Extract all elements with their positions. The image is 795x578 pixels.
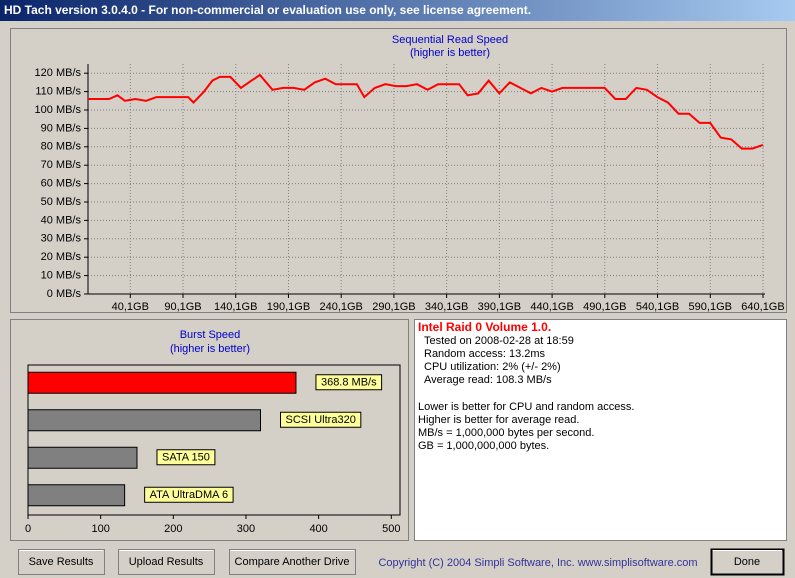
- x-tick-label: 240,1GB: [319, 301, 362, 313]
- info-line: CPU utilization: 2% (+/- 2%): [424, 361, 561, 373]
- y-tick-label: 70 MB/s: [41, 159, 82, 171]
- bar-label: ATA UltraDMA 6: [150, 489, 228, 501]
- y-tick-label: 120 MB/s: [35, 67, 82, 79]
- info-note: MB/s = 1,000,000 bytes per second.: [418, 427, 594, 439]
- info-panel: [414, 319, 787, 541]
- y-tick-label: 20 MB/s: [41, 251, 82, 263]
- bar-label: SCSI Ultra320: [286, 414, 356, 426]
- y-tick-label: 100 MB/s: [35, 104, 82, 116]
- y-tick-label: 80 MB/s: [41, 141, 82, 153]
- button[interactable]: [229, 549, 356, 575]
- info-note: Lower is better for CPU and random acces…: [418, 401, 634, 413]
- copyright: Copyright (C) 2004 Simpli Software, Inc.…: [378, 557, 697, 569]
- info-note: GB = 1,000,000,000 bytes.: [418, 440, 549, 452]
- y-tick-label: 30 MB/s: [41, 233, 82, 245]
- x-tick-label: 200: [164, 523, 182, 535]
- info-line: Average read: 108.3 MB/s: [424, 374, 552, 386]
- y-tick-label: 90 MB/s: [41, 122, 82, 134]
- x-tick-label: 440,1GB: [530, 301, 573, 313]
- window-title: HD Tach version 3.0.4.0 - For non-commer…: [4, 3, 531, 17]
- bar-label-box: [156, 449, 216, 466]
- panel: [10, 28, 787, 313]
- x-tick-label: 590,1GB: [689, 301, 732, 313]
- x-tick-label: 90,1GB: [164, 301, 201, 313]
- bar-label-box: [315, 374, 383, 391]
- x-tick-label: 490,1GB: [583, 301, 626, 313]
- x-tick-label: 290,1GB: [372, 301, 415, 313]
- chart-title: Sequential Read Speed: [392, 34, 508, 46]
- x-tick-label: 300: [237, 523, 255, 535]
- chart-subtitle: (higher is better): [410, 47, 490, 59]
- bar-label: SATA 150: [162, 452, 210, 464]
- title-bar: [0, 0, 795, 21]
- button-label[interactable]: Compare Another Drive: [235, 556, 350, 568]
- y-tick-label: 0 MB/s: [47, 288, 82, 300]
- x-tick-label: 540,1GB: [636, 301, 679, 313]
- bar: [27, 409, 261, 432]
- button[interactable]: [118, 549, 215, 575]
- x-tick-label: 40,1GB: [112, 301, 149, 313]
- x-tick-label: 100: [91, 523, 109, 535]
- info-note: Higher is better for average read.: [418, 414, 579, 426]
- bar: [27, 446, 138, 469]
- y-tick-label: 10 MB/s: [41, 270, 82, 282]
- data-line: [88, 73, 764, 150]
- bar: [27, 371, 297, 394]
- bar-label-box: [144, 486, 234, 503]
- chart-title: Burst Speed: [180, 329, 241, 341]
- y-tick-label: 50 MB/s: [41, 196, 82, 208]
- chart-subtitle: (higher is better): [170, 343, 250, 355]
- bar-label: 368.8 MB/s: [321, 377, 377, 389]
- info-line: Tested on 2008-02-28 at 18:59: [424, 335, 574, 347]
- x-tick-label: 190,1GB: [267, 301, 310, 313]
- x-tick-label: 390,1GB: [478, 301, 521, 313]
- plot-frame: [27, 364, 401, 516]
- drive-name: Intel Raid 0 Volume 1.0.: [418, 320, 551, 334]
- button-label[interactable]: Upload Results: [129, 556, 204, 568]
- x-tick-label: 0: [25, 523, 31, 535]
- bar: [27, 484, 126, 507]
- button[interactable]: [710, 548, 785, 576]
- bar-label-box: [280, 411, 362, 428]
- x-tick-label: 500: [382, 523, 400, 535]
- button[interactable]: [18, 549, 105, 575]
- x-tick-label: 340,1GB: [425, 301, 468, 313]
- x-tick-label: 640,1GB: [741, 301, 784, 313]
- x-tick-label: 400: [309, 523, 327, 535]
- y-tick-label: 110 MB/s: [35, 86, 81, 98]
- x-tick-label: 140,1GB: [214, 301, 257, 313]
- panel: [10, 319, 409, 541]
- button-label[interactable]: Done: [734, 556, 760, 568]
- button-label[interactable]: Save Results: [29, 556, 94, 568]
- y-tick-label: 60 MB/s: [41, 178, 82, 190]
- y-tick-label: 40 MB/s: [41, 214, 82, 226]
- info-line: Random access: 13.2ms: [424, 348, 546, 360]
